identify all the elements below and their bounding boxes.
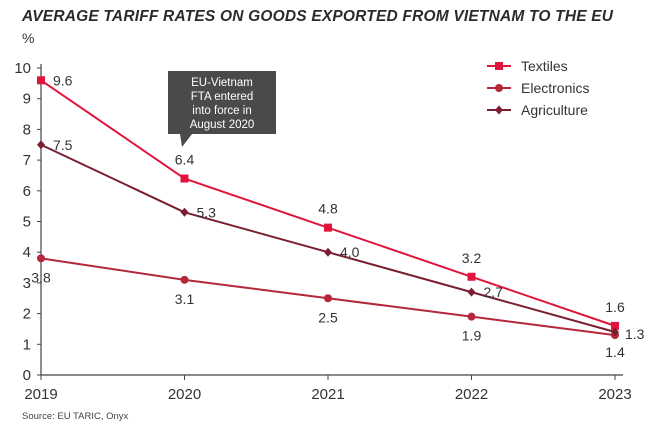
data-label-textiles-2020: 6.4 bbox=[175, 152, 195, 168]
y-tick-label: 4 bbox=[23, 244, 31, 261]
callout-text-line: August 2020 bbox=[190, 119, 255, 131]
y-tick-label: 1 bbox=[23, 336, 31, 353]
callout-text-line: FTA entered bbox=[191, 91, 253, 103]
y-tick-label: 2 bbox=[23, 306, 31, 323]
callout-text-line: into force in bbox=[192, 105, 251, 117]
y-tick-label: 0 bbox=[23, 367, 31, 384]
data-label-agriculture-2022: 2.7 bbox=[484, 284, 504, 300]
point-electronics-2021 bbox=[324, 294, 332, 303]
y-tick-label: 10 bbox=[14, 60, 31, 77]
data-label-textiles-2022: 3.2 bbox=[462, 250, 482, 266]
chart-title: AVERAGE TARIFF RATES ON GOODS EXPORTED F… bbox=[22, 8, 614, 25]
point-agriculture-2020 bbox=[180, 207, 189, 217]
point-agriculture-2022 bbox=[467, 287, 476, 297]
legend-label-electronics: Electronics bbox=[521, 80, 589, 96]
callout-box bbox=[168, 71, 276, 147]
point-electronics-2022 bbox=[467, 312, 476, 321]
data-label-electronics-2022: 1.9 bbox=[462, 328, 482, 344]
x-tick-label: 2022 bbox=[455, 386, 488, 403]
y-tick-label: 8 bbox=[23, 121, 31, 138]
data-label-agriculture-2020: 5.3 bbox=[197, 204, 217, 220]
line-chart: 0 1 2 3 4 5 6 7 8 9 10 2019 2020 2021 2022 2023 9.6 6.4 4.… bbox=[14, 58, 645, 403]
data-label-electronics-2020: 3.1 bbox=[175, 291, 195, 307]
point-electronics-2019 bbox=[37, 254, 45, 263]
data-label-electronics-2021: 2.5 bbox=[318, 309, 338, 325]
x-tick-label: 2023 bbox=[598, 386, 631, 403]
series-line-agriculture bbox=[40, 143, 616, 333]
point-agriculture-2023 bbox=[611, 327, 619, 337]
y-tick-label: 7 bbox=[23, 152, 31, 169]
data-label-agriculture-2021: 4.0 bbox=[340, 244, 360, 260]
legend-label-agriculture: Agriculture bbox=[521, 102, 588, 118]
callout-text-line: EU-Vietnam bbox=[191, 77, 253, 89]
point-textiles-2023 bbox=[611, 321, 619, 330]
x-tick-label: 2021 bbox=[311, 386, 344, 403]
x-tick-label: 2020 bbox=[168, 386, 201, 403]
point-electronics-2020 bbox=[180, 275, 189, 284]
y-tick-label: 9 bbox=[23, 91, 31, 108]
x-tick-label: 2019 bbox=[24, 386, 57, 403]
y-axis-unit: % bbox=[22, 30, 35, 46]
y-tick-label: 3 bbox=[23, 275, 31, 292]
data-label-textiles-2023: 1.6 bbox=[605, 299, 625, 315]
legend-marker-agriculture bbox=[495, 105, 503, 115]
point-agriculture-2019 bbox=[37, 140, 45, 150]
data-label-textiles-2019: 9.6 bbox=[53, 72, 73, 88]
y-tick-label: 5 bbox=[23, 214, 31, 231]
data-label-textiles-2021: 4.8 bbox=[318, 201, 338, 217]
point-textiles-2020 bbox=[180, 174, 189, 183]
data-label-electronics-2019: 3.8 bbox=[31, 269, 51, 285]
point-textiles-2021 bbox=[324, 223, 332, 232]
source-note: Source: EU TARIC, Onyx bbox=[22, 411, 129, 422]
data-label-agriculture-2019: 7.5 bbox=[53, 137, 73, 153]
legend-marker-textiles bbox=[495, 62, 503, 70]
point-textiles-2022 bbox=[467, 272, 476, 281]
data-label-agriculture-2023: 1.4 bbox=[605, 344, 625, 360]
legend-marker-electronics bbox=[495, 84, 503, 92]
legend-label-textiles: Textiles bbox=[521, 58, 568, 74]
data-label-electronics-2023: 1.3 bbox=[625, 326, 645, 342]
y-tick-label: 6 bbox=[23, 183, 31, 200]
point-agriculture-2021 bbox=[324, 247, 332, 257]
point-textiles-2019 bbox=[37, 76, 45, 85]
